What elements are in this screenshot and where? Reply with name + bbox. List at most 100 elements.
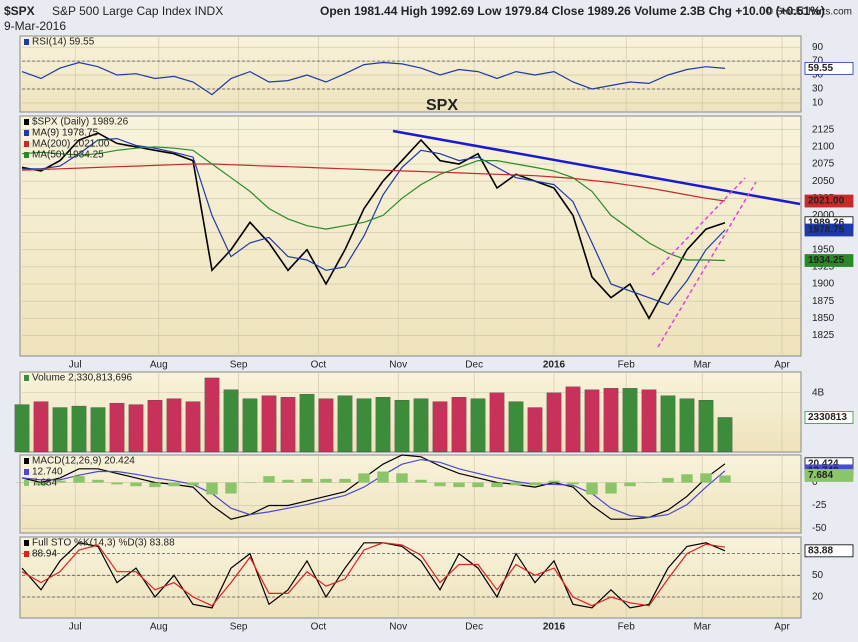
value-tag: 2330813 — [808, 412, 847, 423]
bar — [261, 395, 277, 453]
bar — [358, 473, 370, 483]
channel-line — [651, 177, 746, 276]
bar — [641, 389, 657, 453]
bar — [453, 482, 465, 488]
bar — [168, 482, 180, 487]
bar — [282, 479, 294, 483]
bar — [73, 476, 85, 483]
symbol-name: S&P 500 Large Cap Index INDX — [52, 4, 223, 18]
bar — [280, 397, 296, 453]
value-tag-box — [804, 411, 854, 424]
bar — [491, 482, 503, 488]
bar — [109, 402, 125, 453]
y-tick-label: 20 — [812, 592, 824, 603]
legend-swatch — [24, 152, 29, 158]
bar — [451, 397, 467, 453]
legend-label: Full STO %K(14,3) %D(3) 83.88 — [32, 538, 175, 549]
bar — [225, 482, 237, 494]
x-tick-label: Mar — [694, 622, 712, 633]
legend-swatch — [24, 130, 29, 136]
legend-swatch — [24, 551, 29, 557]
panel: 10 30 50 70 90 RSI(14) 59.55 — [19, 35, 824, 113]
series-line — [21, 458, 726, 519]
bar — [337, 395, 353, 453]
legend-label: MA(50) 1934.25 — [32, 150, 104, 161]
value-tag: 1934.25 — [808, 255, 845, 266]
y-tick-label: 1875 — [812, 296, 835, 307]
bar — [92, 479, 104, 483]
plot-area — [19, 454, 802, 534]
x-tick-label: Mar — [694, 360, 712, 371]
bar — [318, 398, 334, 453]
bar — [527, 407, 543, 453]
y-tick-label: 1900 — [812, 279, 835, 290]
y-tick-label: 30 — [812, 84, 824, 95]
bar — [223, 389, 239, 453]
bar — [432, 401, 448, 453]
y-tick-label: 2100 — [812, 141, 835, 152]
bar — [548, 480, 560, 483]
bar — [567, 482, 579, 485]
legend-label: Volume 2,330,813,696 — [32, 373, 133, 384]
bar — [624, 482, 636, 487]
bar — [394, 399, 410, 453]
legend-swatch — [24, 540, 29, 546]
annotation: SPX — [426, 97, 458, 114]
bar — [166, 398, 182, 453]
legend-label: RSI(14) 59.55 — [32, 37, 95, 48]
bar — [662, 477, 674, 483]
value-tag: 1978.75 — [808, 225, 845, 236]
legend-swatch — [24, 375, 29, 381]
bar — [71, 405, 87, 453]
bar — [16, 482, 28, 484]
bar — [187, 482, 199, 486]
bar — [244, 482, 256, 484]
value-tag-box — [804, 469, 854, 482]
series-line — [21, 146, 726, 262]
value-tag: 2021.00 — [808, 196, 845, 207]
x-tick-label: Feb — [618, 622, 636, 633]
legend-swatch — [24, 141, 29, 147]
bar — [356, 398, 372, 453]
bar — [128, 404, 144, 453]
bar — [320, 478, 332, 483]
bar — [472, 482, 484, 488]
bar — [377, 471, 389, 483]
bar — [299, 394, 315, 453]
bar — [52, 407, 68, 453]
bar — [35, 482, 47, 486]
y-tick-label: 0 — [812, 477, 818, 488]
bar — [206, 482, 218, 495]
value-tag: 59.55 — [808, 63, 833, 74]
y-tick-label: 2050 — [812, 176, 835, 187]
y-tick-label: 4B — [812, 387, 825, 398]
x-tick-label: Sep — [230, 622, 248, 633]
date: 9-Mar-2016 — [4, 19, 66, 33]
x-tick-label: Dec — [465, 360, 483, 371]
bar — [185, 401, 201, 453]
y-tick-label: 2000 — [812, 210, 835, 221]
y-tick-label: 1850 — [812, 313, 835, 324]
bar — [415, 479, 427, 483]
value-tag: 20.424 — [808, 458, 839, 469]
series-line — [21, 542, 726, 609]
legend-label: $SPX (Daily) 1989.26 — [32, 117, 129, 128]
legend-swatch — [24, 119, 29, 125]
series-line — [21, 61, 726, 96]
legend-swatch — [24, 469, 29, 475]
legend-swatch — [24, 39, 29, 45]
plot-area — [19, 536, 802, 619]
legend-label: MA(9) 1978.75 — [32, 128, 99, 139]
bar — [603, 388, 619, 453]
x-tick-label: Sep — [230, 360, 248, 371]
series-line — [22, 137, 726, 306]
x-tick-label: Aug — [150, 622, 168, 633]
y-tick-label: -50 — [812, 523, 827, 534]
bar — [660, 395, 676, 453]
legend-label: 88.94 — [32, 549, 57, 560]
value-tag-box — [804, 194, 854, 208]
bar — [90, 407, 106, 453]
